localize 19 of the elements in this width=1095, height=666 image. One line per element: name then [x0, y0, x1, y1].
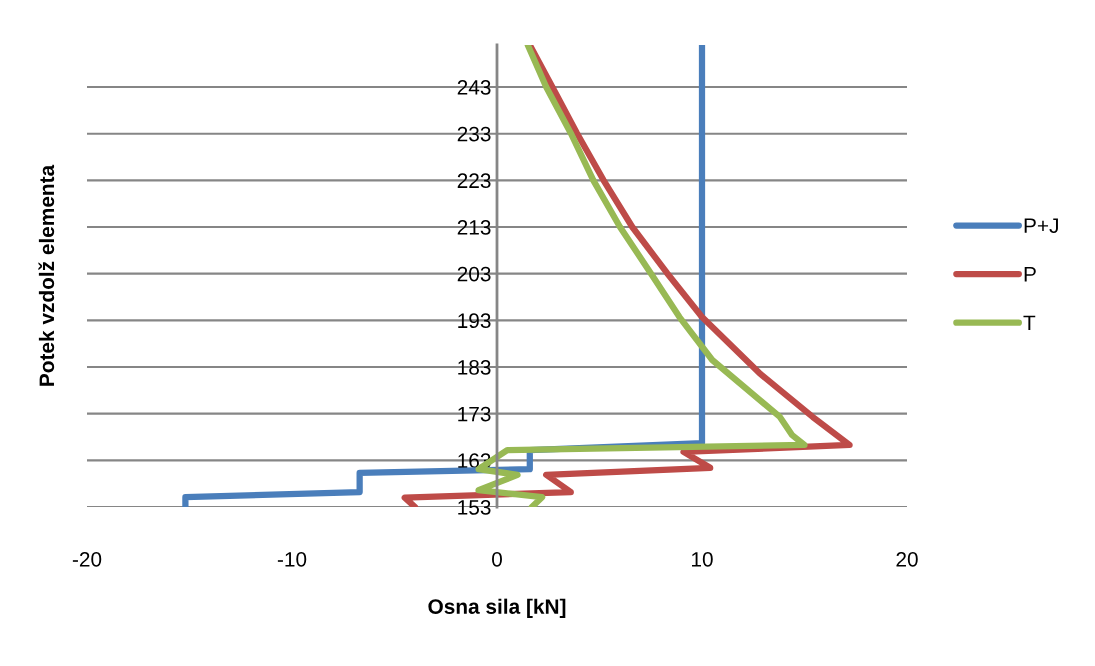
y-tick-label: 153	[458, 500, 491, 515]
y-tick-label: 233	[457, 126, 491, 142]
x-tick-label: 20	[896, 551, 918, 567]
y-tick-label: 193	[458, 313, 491, 329]
legend-label: P+J	[1024, 218, 1058, 234]
legend-label: T	[1023, 315, 1036, 330]
y-tick-label: 223	[457, 173, 491, 189]
x-axis-title: Osna sila [kN]	[428, 598, 566, 619]
y-tick-label: 173	[458, 406, 491, 422]
x-tick-label: 10	[692, 551, 713, 567]
y-tick-label: 243	[457, 80, 491, 95]
y-tick-label: 183	[458, 360, 491, 375]
x-tick-label: 0	[492, 551, 502, 567]
legend-label: P	[1024, 267, 1036, 282]
y-tick-label: 203	[457, 266, 491, 282]
x-tick-label: -20	[72, 551, 102, 567]
y-tick-label: 213	[457, 220, 491, 235]
x-tick-label: -10	[277, 551, 307, 567]
y-axis-title: Potek vzdolž elementa	[38, 164, 55, 386]
